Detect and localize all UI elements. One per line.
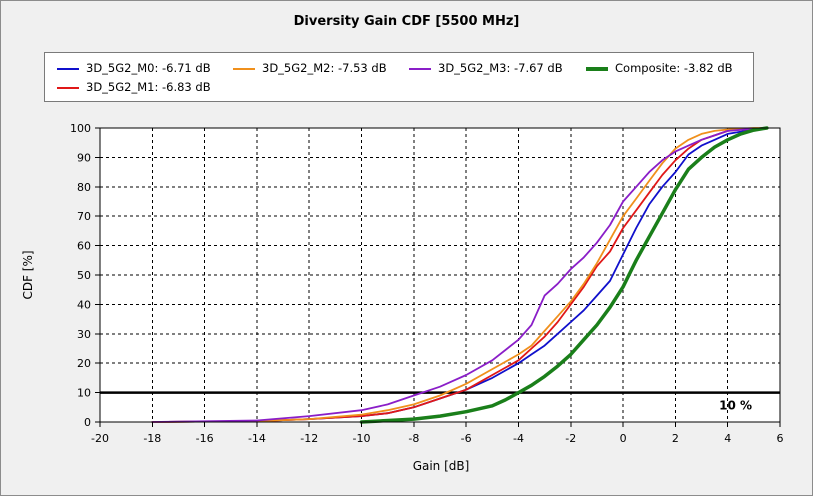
x-tick-label: 2 [672, 432, 679, 445]
x-tick-label: -2 [565, 432, 576, 445]
legend-swatch-m3 [409, 68, 431, 70]
legend-label-m3: 3D_5G2_M3: -7.67 dB [438, 61, 563, 75]
chart-legend: 3D_5G2_M0: -6.71 dB 3D_5G2_M1: -6.83 dB … [44, 52, 754, 102]
x-tick-label: -18 [143, 432, 161, 445]
x-tick-label: -12 [300, 432, 318, 445]
legend-swatch-m0 [57, 68, 79, 70]
x-tick-label: -6 [461, 432, 472, 445]
legend-label-composite: Composite: -3.82 dB [615, 61, 733, 75]
y-tick-label: 50 [77, 269, 91, 282]
legend-swatch-m1 [57, 87, 79, 89]
series-line-1 [151, 127, 768, 423]
y-tick-label: 100 [70, 122, 91, 135]
x-tick-label: -10 [353, 432, 371, 445]
x-tick-label: -20 [91, 432, 109, 445]
x-tick-label: 4 [724, 432, 731, 445]
x-tick-label: 0 [620, 432, 627, 445]
y-tick-label: 70 [77, 210, 91, 223]
legend-swatch-composite [586, 67, 608, 71]
y-tick-label: 80 [77, 181, 91, 194]
y-tick-label: 30 [77, 328, 91, 341]
y-tick-label: 20 [77, 357, 91, 370]
y-tick-label: 40 [77, 298, 91, 311]
series-line-3 [151, 127, 768, 423]
chart-title: Diversity Gain CDF [5500 MHz] [293, 14, 520, 29]
series-line-2 [151, 127, 768, 423]
x-tick-label: -14 [248, 432, 266, 445]
legend-label-m2: 3D_5G2_M2: -7.53 dB [262, 61, 387, 75]
legend-label-m0: 3D_5G2_M0: -6.71 dB [86, 61, 211, 75]
y-tick-label: 60 [77, 240, 91, 253]
y-tick-label: 10 [77, 387, 91, 400]
y-tick-label: 0 [84, 416, 91, 429]
x-axis-label: Gain [dB] [412, 459, 470, 473]
y-tick-label: 90 [77, 151, 91, 164]
legend-label-m1: 3D_5G2_M1: -6.83 dB [86, 80, 211, 94]
reference-line-label: 10 % [719, 399, 752, 413]
series-line-4 [359, 126, 769, 424]
x-tick-label: 6 [777, 432, 784, 445]
x-tick-label: -8 [408, 432, 419, 445]
x-tick-label: -16 [196, 432, 214, 445]
x-tick-label: -4 [513, 432, 524, 445]
legend-swatch-m2 [233, 68, 255, 70]
